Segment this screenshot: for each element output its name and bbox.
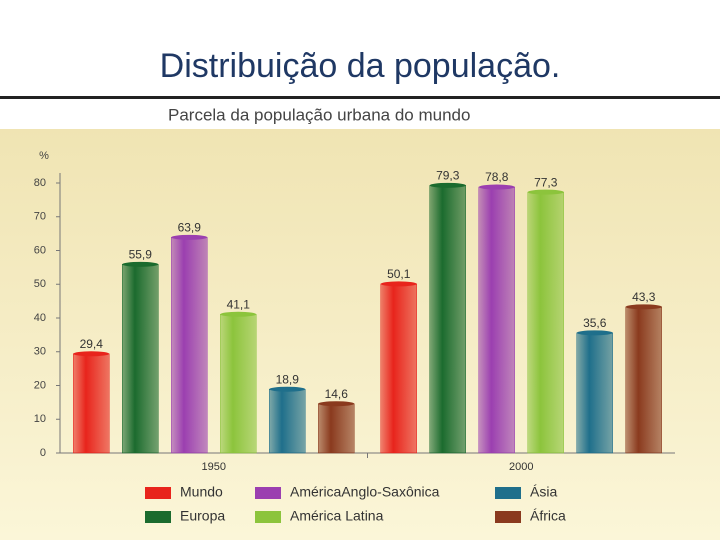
bar-cap — [171, 234, 208, 240]
y-tick-label: 10 — [34, 413, 46, 425]
legend-label: América Latina — [290, 508, 384, 524]
bar-cap — [527, 189, 564, 195]
y-axis-label: % — [39, 150, 49, 162]
bar-cap — [318, 401, 355, 407]
chart-panel — [0, 96, 720, 540]
x-tick-label: 2000 — [509, 461, 533, 473]
value-label: 14,6 — [325, 387, 349, 401]
bar — [171, 237, 208, 454]
bar — [220, 314, 257, 454]
legend-swatch — [495, 511, 521, 523]
legend-swatch — [495, 487, 521, 499]
bar — [122, 264, 159, 454]
bar — [73, 353, 110, 454]
legend-swatch — [255, 487, 281, 499]
bar — [478, 186, 515, 454]
bar-cap — [220, 311, 257, 317]
bar-cap — [269, 386, 306, 392]
bar-cap — [122, 261, 159, 267]
panel-border — [0, 96, 720, 99]
legend-label: África — [530, 508, 566, 524]
bar-cap — [380, 281, 417, 287]
y-tick-label: 40 — [34, 312, 46, 324]
y-tick-label: 0 — [40, 447, 46, 459]
bar — [527, 191, 564, 454]
value-label: 35,6 — [583, 316, 607, 330]
legend-label: AméricaAnglo-Saxônica — [290, 484, 440, 500]
bar — [576, 332, 613, 454]
slide-title: Distribuição da população. — [160, 47, 561, 85]
value-label: 18,9 — [276, 372, 300, 386]
value-label: 79,3 — [436, 169, 460, 183]
legend-swatch — [145, 511, 171, 523]
value-label: 41,1 — [227, 297, 251, 311]
bar — [429, 185, 466, 454]
x-tick-label: 1950 — [202, 461, 226, 473]
bar — [625, 306, 662, 454]
bar — [269, 388, 306, 454]
legend-label: Europa — [180, 508, 225, 524]
value-label: 55,9 — [129, 248, 153, 262]
value-label: 50,1 — [387, 267, 411, 281]
y-tick-label: 50 — [34, 278, 46, 290]
y-tick-label: 30 — [34, 346, 46, 358]
chart-title-band — [0, 99, 720, 129]
value-label: 77,3 — [534, 175, 558, 189]
value-label: 63,9 — [178, 221, 202, 235]
bar-cap — [429, 182, 466, 188]
bar-cap — [73, 351, 110, 357]
chart-title: Parcela da população urbana do mundo — [168, 105, 470, 124]
value-label: 29,4 — [80, 337, 104, 351]
y-tick-label: 60 — [34, 244, 46, 256]
value-label: 43,3 — [632, 290, 656, 304]
value-label: 78,8 — [485, 170, 509, 184]
y-tick-label: 20 — [34, 379, 46, 391]
y-tick-label: 70 — [34, 211, 46, 223]
legend-swatch — [145, 487, 171, 499]
legend-swatch — [255, 511, 281, 523]
bar-cap — [625, 304, 662, 310]
bar-cap — [478, 184, 515, 190]
bar-cap — [576, 330, 613, 336]
bar — [318, 403, 355, 454]
legend-label: Ásia — [530, 484, 557, 500]
bar — [380, 283, 417, 454]
y-tick-label: 80 — [34, 177, 46, 189]
legend-label: Mundo — [180, 484, 223, 500]
